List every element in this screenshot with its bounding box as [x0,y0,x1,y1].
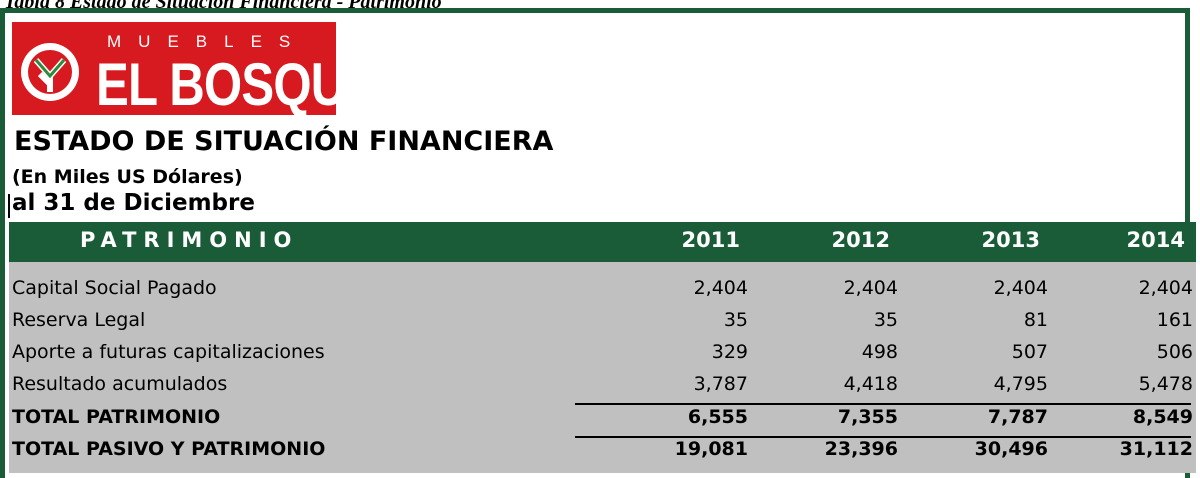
cell-value: 7,787 [987,406,1048,428]
cell-value: 161 [1156,309,1193,331]
cell-value: 6,555 [687,406,748,428]
row-label: Aporte a futuras capitalizaciones [12,341,325,363]
row-label: Resultado acumulados [12,373,228,395]
cell-value: 4,795 [993,373,1048,395]
subtitle: (En Miles US Dólares) [12,166,243,188]
row-label: Capital Social Pagado [12,277,217,299]
cell-value: 2,404 [993,277,1048,299]
cell-value: 19,081 [674,438,748,460]
cell-value: 498 [861,341,898,363]
date-bar [8,194,10,218]
cell-value: 7,355 [837,406,898,428]
cell-value: 2,404 [843,277,898,299]
logo-brand: EL BOSQUE [96,51,378,118]
total-rule [575,403,1191,405]
cell-value: 23,396 [824,438,898,460]
column-header: 2014 [1126,228,1185,252]
cell-value: 8,549 [1132,406,1193,428]
cell-value: 507 [1011,341,1048,363]
column-header: 2012 [831,228,890,252]
cell-value: 81 [1023,309,1048,331]
cell-value: 3,787 [693,373,748,395]
cell-value: 35 [723,309,748,331]
cell-value: 2,404 [1138,277,1193,299]
cell-value: 35 [873,309,898,331]
logo-top: MUEBLES [107,32,308,51]
column-header: 2011 [681,228,740,252]
logo-icon [21,43,79,101]
column-header: 2013 [981,228,1040,252]
total-rule [575,436,1191,438]
date: al 31 de Diciembre [12,190,255,216]
title: ESTADO DE SITUACIÓN FINANCIERA [14,126,554,157]
cell-value: 31,112 [1119,438,1193,460]
logo: MUEBLES EL BOSQUE [12,22,378,118]
cell-value: 5,478 [1138,373,1193,395]
cell-value: 2,404 [693,277,748,299]
row-label: TOTAL PATRIMONIO [12,406,221,428]
cell-value: 506 [1156,341,1193,363]
table-header [9,222,1196,262]
cell-value: 30,496 [974,438,1048,460]
column-header: PATRIMONIO [80,228,299,252]
cell-value: 4,418 [843,373,898,395]
cell-value: 329 [711,341,748,363]
row-label: TOTAL PASIVO Y PATRIMONIO [12,438,326,460]
row-label: Reserva Legal [12,309,146,331]
